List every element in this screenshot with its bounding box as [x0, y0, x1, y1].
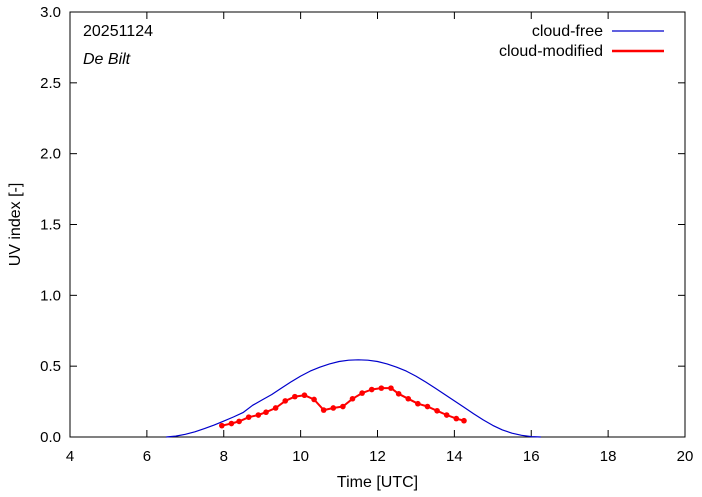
data-point-cloud-modified [236, 418, 242, 425]
series-line-cloud-free [166, 359, 541, 438]
x-tick-label: 18 [600, 448, 617, 465]
y-tick-label: 1.5 [40, 217, 61, 234]
legend-label-cloud-free: cloud-free [532, 23, 603, 40]
data-point-cloud-modified [415, 400, 421, 407]
data-point-cloud-modified [292, 393, 298, 400]
data-point-cloud-modified [368, 386, 375, 393]
data-point-cloud-modified [388, 385, 394, 391]
x-tick-label: 16 [523, 448, 540, 465]
data-point-cloud-modified [311, 396, 317, 403]
data-point-cloud-modified [282, 398, 289, 404]
series-layer [166, 359, 541, 438]
data-point-cloud-modified [255, 412, 262, 418]
data-point-cloud-modified [263, 409, 269, 416]
data-point-cloud-modified [301, 392, 308, 399]
data-point-cloud-modified [461, 417, 467, 424]
axis-ticks [69, 11, 686, 438]
data-point-cloud-modified [359, 390, 365, 396]
data-point-cloud-modified [340, 403, 346, 410]
y-axis-title: UV index [-] [7, 183, 24, 267]
x-axis-title: Time [UTC] [337, 474, 418, 491]
data-point-cloud-modified [424, 403, 431, 410]
data-point-cloud-modified [320, 407, 327, 413]
legend-label-cloud-modified: cloud-modified [499, 43, 603, 60]
x-tick-label: 8 [220, 448, 228, 465]
x-tick-label: 4 [66, 448, 74, 465]
data-point-cloud-modified [245, 414, 252, 420]
legend: cloud-free cloud-modified [499, 23, 664, 60]
plot-area-frame [69, 11, 686, 438]
data-point-cloud-modified [378, 385, 385, 391]
y-tick-label: 0.0 [40, 429, 61, 446]
data-point-cloud-modified [434, 407, 440, 414]
data-point-cloud-modified [330, 405, 337, 411]
data-point-cloud-modified [228, 420, 235, 427]
y-tick-label: 2.0 [40, 146, 61, 163]
x-tick-label: 10 [292, 448, 309, 465]
x-tick-label: 12 [369, 448, 386, 465]
x-tick-label: 20 [677, 448, 694, 465]
x-tick-label: 14 [446, 448, 463, 465]
data-point-cloud-modified [219, 422, 225, 429]
axis-tick-labels: 4 6 8 10 12 14 16 18 20 0.0 0.5 1.0 1.5 2.0 2.5 3.0 [40, 4, 693, 465]
x-tick-label: 6 [143, 448, 151, 465]
data-point-cloud-modified [395, 390, 402, 397]
data-point-cloud-modified [453, 415, 460, 422]
y-tick-label: 3.0 [40, 4, 61, 21]
date-annotation: 20251124 [83, 23, 153, 40]
data-point-cloud-modified [405, 395, 412, 402]
data-point-cloud-modified [443, 412, 450, 418]
location-annotation: De Bilt [83, 51, 131, 68]
data-point-cloud-modified [272, 405, 279, 411]
y-tick-label: 2.5 [40, 75, 61, 92]
y-tick-label: 0.5 [40, 358, 61, 375]
y-tick-label: 1.0 [40, 287, 61, 304]
data-point-cloud-modified [349, 395, 356, 402]
